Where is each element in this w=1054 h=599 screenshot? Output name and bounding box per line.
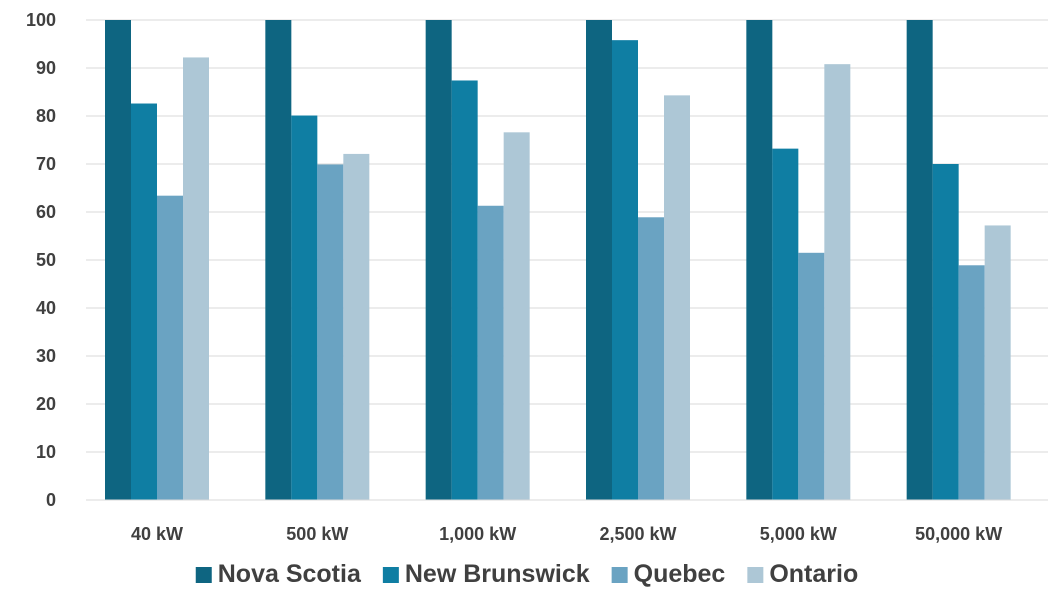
- bar-nova-scotia: [265, 20, 292, 500]
- x-tick-label: 50,000 kW: [915, 524, 1002, 544]
- x-tick-label: 500 kW: [286, 524, 348, 544]
- y-tick-label: 70: [36, 154, 56, 174]
- bar-new-brunswick: [772, 148, 799, 500]
- y-tick-label: 50: [36, 250, 56, 270]
- bar-new-brunswick: [932, 164, 959, 500]
- bar-nova-scotia: [105, 20, 131, 500]
- bar-quebec: [477, 205, 504, 500]
- bars: [105, 20, 1011, 501]
- y-tick-label: 30: [36, 346, 56, 366]
- legend-item: Ontario: [747, 560, 858, 588]
- legend-item: New Brunswick: [382, 560, 590, 588]
- y-tick-label: 20: [36, 394, 56, 414]
- x-tick-label: 1,000 kW: [439, 524, 516, 544]
- bar-new-brunswick: [291, 115, 318, 501]
- y-tick-label: 0: [46, 490, 56, 510]
- bar-nova-scotia: [586, 20, 612, 500]
- legend-label: Nova Scotia: [218, 560, 362, 588]
- gridlines: [86, 19, 1048, 501]
- x-tick-label: 40 kW: [131, 524, 183, 544]
- y-tick-label: 10: [36, 442, 56, 462]
- bar-ontario: [984, 225, 1011, 500]
- y-tick-label: 100: [26, 10, 56, 30]
- y-tick-label: 40: [36, 298, 56, 318]
- legend-item: Quebec: [611, 560, 726, 588]
- bar-new-brunswick: [451, 80, 478, 500]
- bar-ontario: [343, 153, 370, 501]
- x-tick-label: 2,500 kW: [599, 524, 676, 544]
- bar-ontario: [664, 95, 690, 501]
- bar-quebec: [958, 265, 985, 500]
- legend-label: New Brunswick: [405, 560, 590, 588]
- x-tick-label: 5,000 kW: [760, 524, 837, 544]
- bar-quebec: [798, 252, 825, 500]
- bar-quebec: [157, 195, 183, 500]
- y-tick-label: 90: [36, 58, 56, 78]
- legend-swatch: [382, 567, 399, 583]
- bar-nova-scotia: [906, 20, 933, 500]
- bar-ontario: [503, 132, 530, 500]
- bar-ontario: [824, 64, 851, 500]
- y-tick-label: 60: [36, 202, 56, 222]
- legend-item: Nova Scotia: [195, 560, 362, 588]
- bar-new-brunswick: [612, 40, 638, 500]
- legend-swatch: [747, 567, 764, 583]
- legend: Nova Scotia New Brunswick Quebec Ontario: [195, 560, 858, 588]
- legend-swatch: [195, 567, 212, 583]
- bar-new-brunswick: [131, 103, 157, 501]
- bar-nova-scotia: [425, 20, 452, 500]
- bar-ontario: [183, 57, 209, 500]
- bar-quebec: [317, 164, 344, 501]
- legend-label: Ontario: [769, 560, 858, 588]
- bar-quebec: [638, 217, 664, 500]
- axes: 0 10 20 30 40 50 60 70 80 90 100 40 kW 500 kW 1,000 k…: [26, 10, 1048, 544]
- legend-label: Quebec: [634, 560, 726, 588]
- y-tick-label: 80: [36, 106, 56, 126]
- legend-swatch: [611, 567, 628, 583]
- bar-nova-scotia: [746, 20, 773, 500]
